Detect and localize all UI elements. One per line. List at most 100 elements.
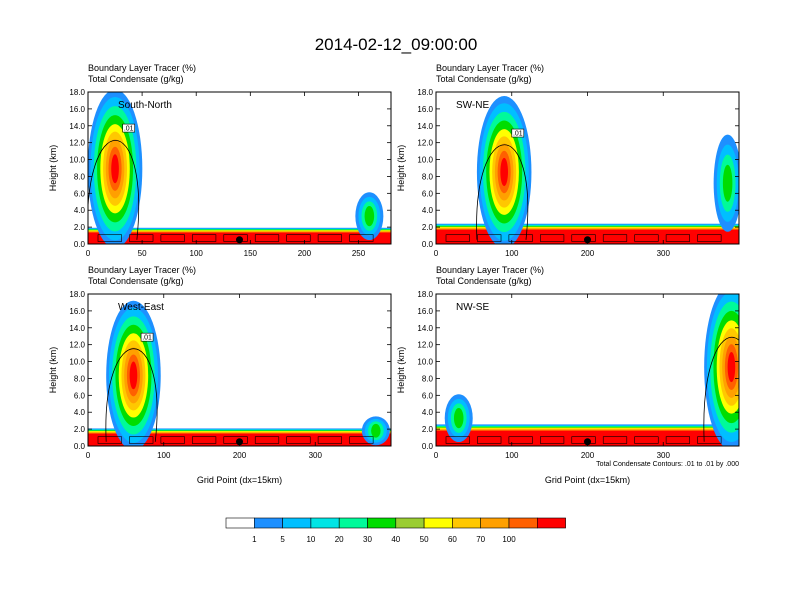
colorbar-swatch (338, 517, 368, 529)
condensate-contour (160, 436, 185, 444)
y-tick-label: 12.0 (417, 341, 433, 350)
condensate-contour (97, 234, 122, 242)
contour-label: .01 (142, 335, 152, 342)
contour-label: .01 (740, 322, 750, 329)
condensate-contour (602, 234, 628, 242)
location-marker (236, 438, 243, 446)
condensate-contour (88, 140, 140, 240)
condensate-label: Total Condensate (g/kg) (88, 276, 184, 286)
x-tick-label: 200 (581, 249, 595, 258)
colorbar-swatch (282, 517, 312, 529)
panel-south-north: .01 0.0 2.0 4.0 6.0 8.0 10.0 12.0 14.0 16.0 18.0 0 5… (48, 63, 392, 258)
condensate-contour (105, 348, 158, 442)
panel-nw-se: .01 0.0 2.0 4.0 6.0 8.0 10.0 12.0 14.0 16.0 18.0 0 1… (396, 265, 750, 485)
y-tick-label: 16.0 (69, 307, 85, 316)
contour-note: Total Condensate Contours: .01 to .01 by… (596, 461, 739, 468)
condensate-contour (445, 436, 470, 444)
boundary-layer-band (436, 424, 739, 446)
colorbar-label: 30 (363, 535, 372, 544)
colorbar-swatch (480, 517, 510, 529)
y-tick-label: 6.0 (422, 189, 434, 198)
location-marker (584, 438, 591, 446)
y-tick-label: 4.0 (74, 206, 86, 215)
condensate-label: Total Condensate (g/kg) (88, 74, 184, 84)
colorbar-label: 100 (502, 535, 516, 544)
colorbar-swatch (225, 517, 255, 529)
x-tick-label: 300 (657, 451, 671, 460)
condensate-contour (254, 234, 280, 242)
plot-frame (87, 91, 392, 245)
plot-area: .01 (436, 294, 750, 446)
boundary-layer-band (436, 425, 739, 446)
x-tick-label: 100 (157, 451, 171, 460)
x-tick-label: 50 (138, 249, 147, 258)
y-tick-label: 8.0 (422, 172, 434, 181)
tracer-cell (371, 423, 381, 438)
condensate-contour (634, 234, 659, 242)
plot-area: .01 (88, 92, 391, 244)
y-tick-label: 16.0 (417, 105, 433, 114)
condensate-contour (160, 234, 185, 242)
x-tick-label: 100 (505, 249, 519, 258)
plot-background (436, 294, 739, 446)
tracer-label: Boundary Layer Tracer (%) (88, 63, 196, 73)
tracer-plume (129, 361, 138, 390)
x-tick-label: 150 (244, 249, 258, 258)
y-tick-label: 10.0 (69, 358, 85, 367)
colorbar-label: 50 (420, 535, 429, 544)
x-tick-label: 0 (434, 451, 439, 460)
condensate-contour (192, 436, 217, 444)
tracer-plume (727, 351, 736, 383)
condensate-contour (634, 436, 659, 444)
y-tick-label: 12.0 (69, 139, 85, 148)
y-tick-label: 2.0 (74, 425, 86, 434)
y-tick-label: 10.0 (417, 358, 433, 367)
condensate-contour (349, 234, 374, 242)
plot-area: .01 (436, 92, 739, 244)
x-tick-label: 200 (233, 451, 247, 460)
y-tick-label: 6.0 (422, 391, 434, 400)
condensate-label: Total Condensate (g/kg) (436, 74, 532, 84)
condensate-contour (665, 234, 690, 242)
colorbar-swatch (310, 517, 340, 529)
tracer-plume (500, 157, 508, 187)
colorbar-swatch (423, 517, 453, 529)
condensate-contour (571, 436, 596, 444)
y-tick-label: 4.0 (422, 206, 434, 215)
y-tick-label: 8.0 (74, 374, 86, 383)
condensate-contour (129, 436, 154, 444)
tracer-cell (364, 206, 375, 227)
y-axis-title: Height (km) (48, 145, 58, 192)
figure-title: 2014-02-12_09:00:00 (315, 35, 478, 54)
condensate-contour (508, 436, 533, 444)
colorbar-swatch (254, 517, 283, 529)
location-marker (236, 236, 243, 244)
y-tick-label: 8.0 (74, 172, 86, 181)
region-label: South-North (118, 100, 172, 111)
x-tick-label: 0 (86, 249, 91, 258)
tracer-plume (111, 154, 119, 184)
y-tick-label: 0.0 (74, 240, 86, 249)
condensate-contour (508, 234, 533, 242)
tracer-label: Boundary Layer Tracer (%) (436, 265, 544, 275)
location-marker (584, 236, 591, 244)
condensate-contour (349, 436, 374, 444)
region-label: NW-SE (456, 302, 489, 313)
condensate-contour (129, 234, 154, 242)
condensate-contour (97, 436, 122, 444)
tracer-label: Boundary Layer Tracer (%) (88, 265, 196, 275)
x-tick-label: 300 (657, 249, 671, 258)
condensate-contour (317, 436, 342, 444)
colorbar-swatch (536, 517, 566, 529)
y-tick-label: 6.0 (74, 391, 86, 400)
y-tick-label: 4.0 (74, 408, 86, 417)
contour-label-box (122, 123, 135, 133)
y-tick-label: 4.0 (422, 408, 434, 417)
y-tick-label: 8.0 (422, 374, 434, 383)
x-axis-title: Grid Point (dx=15km) (197, 475, 282, 485)
colorbar-swatch (452, 517, 481, 529)
y-axis-title: Height (km) (48, 347, 58, 394)
condensate-contour (540, 234, 565, 242)
y-tick-label: 2.0 (74, 223, 86, 232)
